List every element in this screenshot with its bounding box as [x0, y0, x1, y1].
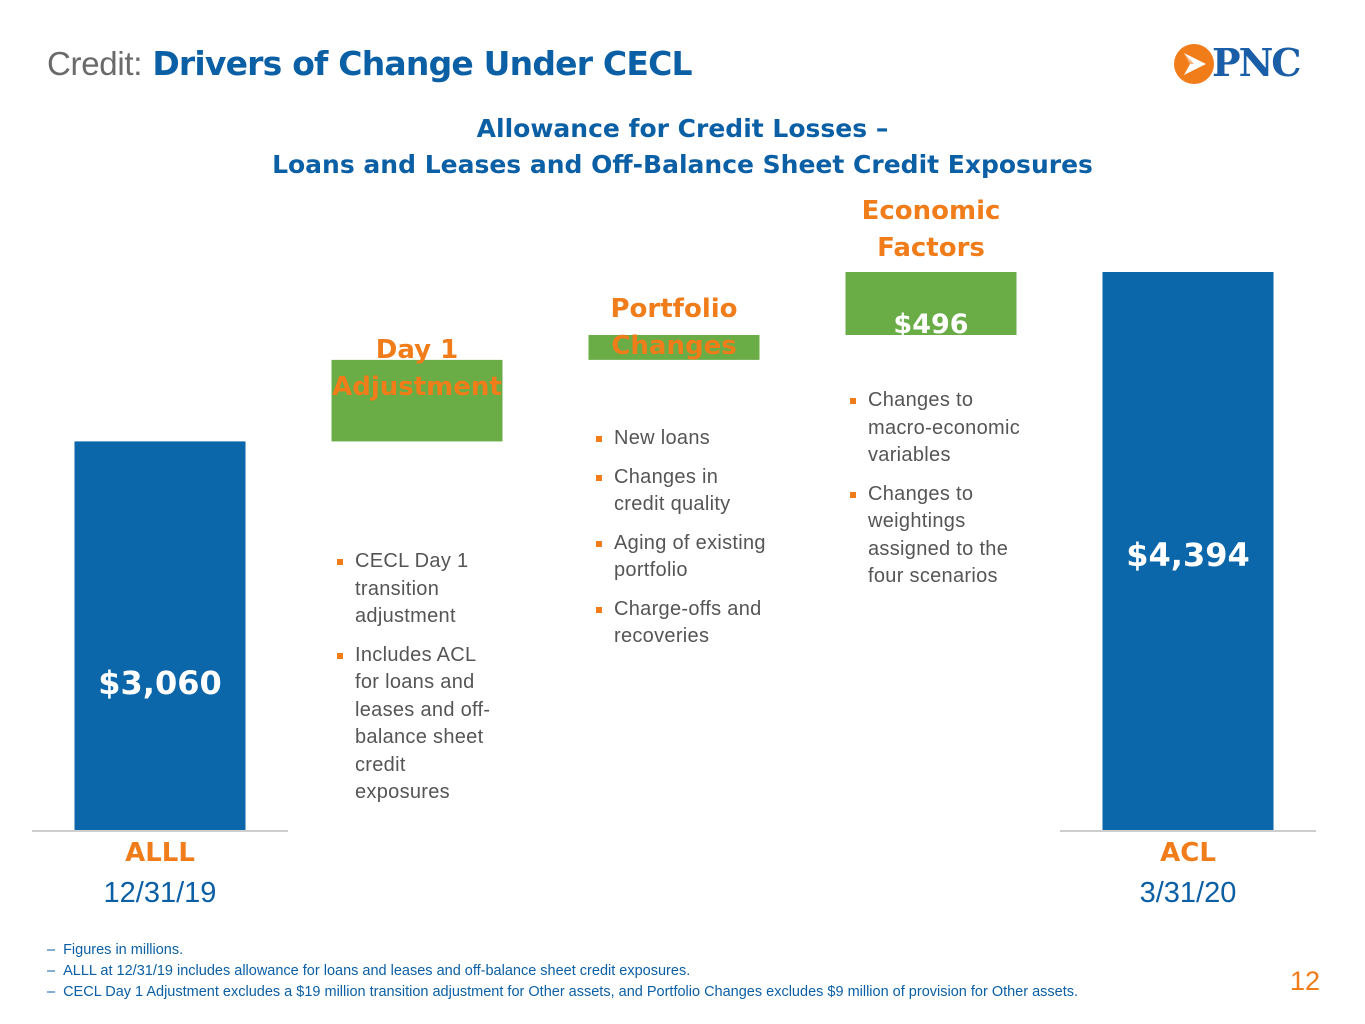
step-title: Portfolio Changes [610, 294, 738, 361]
value-label: $642 [379, 457, 454, 488]
bullet-item: Changes in credit quality [596, 464, 771, 519]
value-label: $196 [636, 375, 711, 406]
value-label: $496 [893, 309, 968, 340]
slide-title-main: Drivers of Change Under CECL [152, 44, 692, 83]
step-title: Economic Factors [861, 196, 1001, 263]
axis-date: 3/31/20 [1139, 877, 1237, 909]
bullet-item: CECL Day 1 transition adjustment [337, 548, 502, 631]
footnotes: – Figures in millions. – ALLL at 12/31/19 … [47, 940, 1078, 1003]
change-bar [588, 334, 760, 360]
bullet-list: New loans Changes in credit quality Aging … [596, 425, 771, 662]
value-label: $3,060 [98, 664, 221, 702]
slide-title-prefix: Credit: [47, 45, 143, 82]
pnc-logo-icon [1174, 44, 1214, 84]
footnote: – ALLL at 12/31/19 includes allowance for… [47, 963, 691, 979]
page-number: 12 [1290, 966, 1321, 996]
bullet-list: CECL Day 1 transition adjustment Includes… [337, 548, 502, 818]
bullet-item: Changes to weightings assigned to the fo… [850, 481, 1030, 591]
bullet-list: Changes to macro-economic variables Chang… [850, 387, 1030, 602]
axis-date: 12/31/19 [103, 877, 217, 909]
total-bar [1102, 272, 1274, 830]
bullet-item: Charge-offs and recoveries [596, 596, 771, 651]
chart-title: Allowance for Credit Losses – [476, 114, 889, 143]
change-bar [845, 272, 1017, 335]
pnc-logo-text: PNC [1212, 40, 1302, 85]
bullet-item: New loans [596, 425, 771, 453]
value-label: $4,394 [1126, 536, 1249, 574]
step-title: Day 1 Adjustment [332, 335, 502, 402]
footnote: – CECL Day 1 Adjustment excludes a $19 mi… [47, 984, 1079, 1000]
axis-label: ALLL [125, 838, 195, 868]
chart-subtitle: Loans and Leases and Off-Balance Sheet C… [272, 150, 1093, 179]
bullet-item: Aging of existing portfolio [596, 530, 771, 585]
bullet-item: Includes ACL for loans and leases and of… [337, 642, 502, 807]
bullet-item: Changes to macro-economic variables [850, 387, 1030, 470]
footnote: – Figures in millions. [47, 942, 184, 958]
change-bar [331, 359, 503, 442]
total-bar [74, 441, 246, 830]
slide-title: Credit: Drivers of Change Under CECL [47, 44, 693, 83]
axis-label: ACL [1160, 838, 1216, 868]
